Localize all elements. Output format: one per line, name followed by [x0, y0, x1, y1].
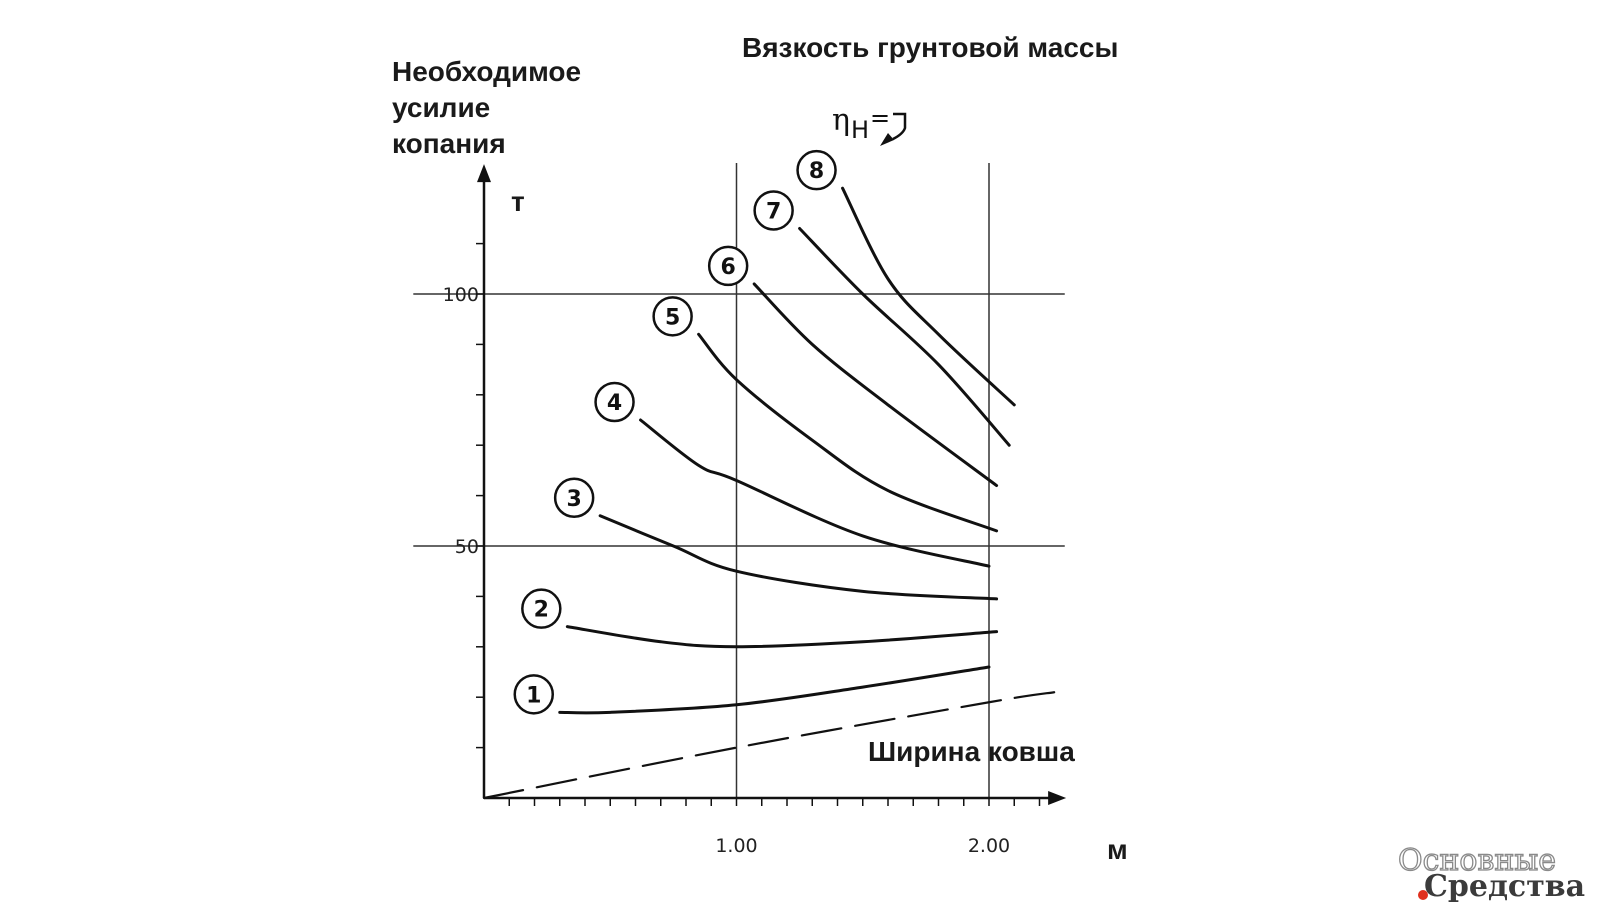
series-marker-label-1: 1	[526, 683, 541, 708]
eta-arrow-head	[880, 133, 894, 146]
series-marker-label-6: 6	[721, 255, 736, 280]
x-axis-label: Ширина ковша	[868, 736, 1075, 767]
y-tick-label-100: 100	[443, 284, 479, 306]
series-line-dashed	[482, 691, 1056, 800]
eta-subscript: H	[851, 116, 869, 144]
series-line-6	[752, 282, 999, 488]
series-marker-circle-3	[553, 477, 595, 519]
series-line-8	[841, 186, 1016, 407]
series-marker-circle-4	[594, 381, 635, 423]
logo-line-2: Средства	[1424, 869, 1586, 904]
series-layer	[482, 186, 1056, 800]
series-line-7	[798, 226, 1011, 447]
series-line-5	[697, 332, 999, 533]
series-marker-circle-1	[513, 674, 554, 715]
y-axis-arrow	[477, 164, 491, 183]
x-tick-label-0: 1.00	[715, 835, 757, 857]
eta-equals: =	[870, 104, 890, 132]
x-tick-label-1: 2.00	[968, 835, 1010, 857]
series-marker-circle-7	[753, 190, 794, 231]
series-marker-label-5: 5	[665, 305, 680, 330]
series-line-1	[558, 665, 991, 715]
chart-title: Вязкость грунтовой массы	[742, 32, 1119, 63]
x-axis-unit: м	[1107, 834, 1128, 865]
series-marker-label-8: 8	[809, 159, 824, 184]
series-marker-label-2: 2	[534, 598, 549, 623]
axes-layer: 50 100 1.00 2.00	[443, 164, 1067, 857]
series-marker-circle-8	[796, 149, 837, 191]
logo: Основные Средства	[1397, 843, 1586, 904]
y-axis-label-line-3: копания	[392, 128, 506, 159]
x-axis-arrow	[1048, 791, 1067, 805]
logo-dot	[1418, 890, 1428, 900]
series-line-3	[598, 514, 999, 601]
series-marker-label-4: 4	[607, 391, 622, 416]
eta-symbol: η	[832, 103, 850, 138]
series-marker-circle-6	[707, 245, 749, 287]
series-marker-circle-5	[652, 296, 693, 337]
y-tick-label-50: 50	[455, 536, 479, 558]
series-line-2	[565, 625, 999, 649]
eta-annotation: η H =	[832, 103, 907, 146]
series-marker-circle-2	[521, 588, 562, 629]
series-marker-label-7: 7	[766, 199, 781, 224]
y-axis-label-line-1: Необходимое	[392, 56, 582, 87]
marker-layer: 1 2 3 4 5 6 7 8	[513, 149, 837, 715]
eta-arrow-path	[892, 112, 907, 141]
series-line-4	[639, 418, 991, 568]
y-axis-unit: т	[511, 186, 525, 217]
y-axis-label-line-2: усилие	[392, 92, 491, 123]
series-marker-label-3: 3	[566, 487, 581, 512]
logo-line-1: Основные	[1397, 843, 1556, 878]
